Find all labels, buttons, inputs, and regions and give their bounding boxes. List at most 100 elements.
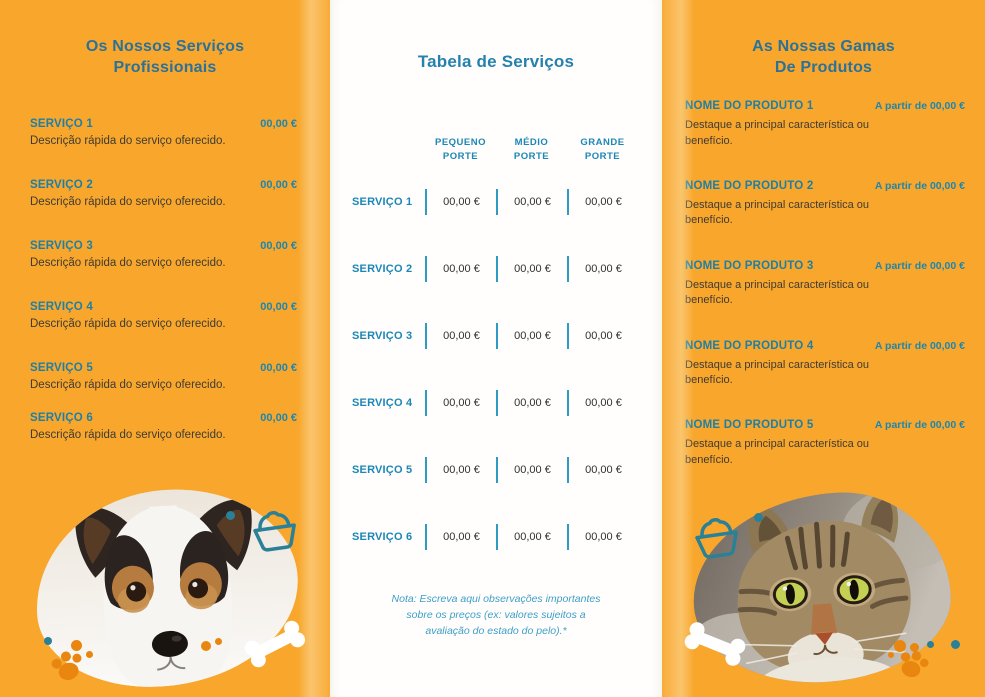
service-name: SERVIÇO 2 <box>30 179 93 192</box>
price-cell: 00,00 € <box>425 322 496 349</box>
product-name: NOME DO PRODUTO 4 <box>685 339 814 352</box>
price-cell: 00,00 € <box>496 523 567 550</box>
product-price: A partir de 00,00 € <box>874 100 965 113</box>
price-cell: 00,00 € <box>496 456 567 483</box>
row-label: SERVIÇO 1 <box>352 195 413 208</box>
services-list: SERVIÇO 1 00,00 € Descrição rápida do se… <box>30 118 297 441</box>
dot-accent <box>927 641 934 648</box>
service-price: 00,00 € <box>260 179 297 192</box>
price-cell: 00,00 € <box>496 389 567 416</box>
product-description: Destaque a principal característica ou b… <box>685 119 870 147</box>
dot-accent <box>86 651 93 658</box>
dot-accent <box>888 652 894 658</box>
table-row: SERVIÇO 5 00,00 € 00,00 € 00,00 € <box>352 456 638 483</box>
product-description: Destaque a principal característica ou b… <box>685 278 870 307</box>
table-header-row: PEQUENO PORTE MÉDIO PORTE GRANDE PORTE <box>352 136 638 165</box>
product-item: NOME DO PRODUTO 4 A partir de 00,00 € De… <box>685 340 965 389</box>
dot-accent <box>201 641 211 651</box>
service-description: Descrição rápida do serviço oferecido. <box>30 379 226 392</box>
service-price: 00,00 € <box>260 240 297 253</box>
table-row: SERVIÇO 6 00,00 € 00,00 € 00,00 € <box>352 523 638 550</box>
row-label: SERVIÇO 5 <box>352 463 413 476</box>
row-label: SERVIÇO 2 <box>352 262 413 275</box>
service-price: 00,00 € <box>260 301 297 314</box>
services-title: Os Nossos Serviços Profissionais <box>85 38 245 77</box>
price-cell: 00,00 € <box>496 322 567 349</box>
row-label: SERVIÇO 3 <box>352 329 413 342</box>
table-row: SERVIÇO 2 00,00 € 00,00 € 00,00 € <box>352 255 638 282</box>
dot-accent <box>951 640 960 649</box>
product-name: NOME DO PRODUTO 3 <box>685 259 814 272</box>
service-item: SERVIÇO 6 00,00 € Descrição rápida do se… <box>30 412 297 441</box>
price-cell: 00,00 € <box>425 456 496 483</box>
price-cell: 00,00 € <box>425 255 496 282</box>
column-header: MÉDIO PORTE <box>513 137 550 163</box>
price-cell: 00,00 € <box>567 255 638 282</box>
product-item: NOME DO PRODUTO 1 A partir de 00,00 € De… <box>685 100 965 149</box>
price-cell: 00,00 € <box>496 188 567 215</box>
service-item: SERVIÇO 1 00,00 € Descrição rápida do se… <box>30 118 297 147</box>
product-price: A partir de 00,00 € <box>874 339 965 352</box>
table-row: SERVIÇO 1 00,00 € 00,00 € 00,00 € <box>352 188 638 215</box>
dot-accent <box>754 513 763 522</box>
service-name: SERVIÇO 5 <box>30 362 93 375</box>
product-price: A partir de 00,00 € <box>874 259 965 272</box>
dot-accent <box>226 511 235 520</box>
dot-accent <box>910 643 919 652</box>
service-description: Descrição rápida do serviço oferecido. <box>30 196 226 209</box>
price-cell: 00,00 € <box>425 389 496 416</box>
service-description: Descrição rápida do serviço oferecido. <box>30 318 226 331</box>
table-row: SERVIÇO 3 00,00 € 00,00 € 00,00 € <box>352 322 638 349</box>
product-name: NOME DO PRODUTO 5 <box>685 419 814 432</box>
panel-price-table: Tabela de Serviços PEQUENO PORTE MÉDIO P… <box>330 0 662 697</box>
product-name: NOME DO PRODUTO 1 <box>685 100 814 113</box>
price-cell: 00,00 € <box>567 322 638 349</box>
pricing-note: Nota: Escreva aqui observações important… <box>391 592 601 638</box>
row-label: SERVIÇO 4 <box>352 396 413 409</box>
service-item: SERVIÇO 4 00,00 € Descrição rápida do se… <box>30 301 297 330</box>
price-cell: 00,00 € <box>425 188 496 215</box>
cat-photo <box>686 485 957 691</box>
dot-accent <box>894 640 906 652</box>
product-description: Destaque a principal característica ou b… <box>685 199 870 227</box>
product-description: Destaque a principal característica ou b… <box>685 438 870 466</box>
product-item: NOME DO PRODUTO 3 A partir de 00,00 € De… <box>685 260 965 309</box>
price-cell: 00,00 € <box>567 389 638 416</box>
services-price-table: PEQUENO PORTE MÉDIO PORTE GRANDE PORTE S… <box>352 136 638 550</box>
product-price: A partir de 00,00 € <box>874 419 965 432</box>
service-name: SERVIÇO 1 <box>30 118 93 131</box>
dot-accent <box>44 637 52 645</box>
product-item: NOME DO PRODUTO 2 A partir de 00,00 € De… <box>685 180 965 229</box>
price-cell: 00,00 € <box>567 456 638 483</box>
dog-photo <box>31 483 303 693</box>
panel-services: Os Nossos Serviços Profissionais SERVIÇO… <box>0 0 330 697</box>
service-description: Descrição rápida do serviço oferecido. <box>30 135 226 148</box>
service-name: SERVIÇO 6 <box>30 412 93 425</box>
dot-accent <box>215 638 222 645</box>
price-cell: 00,00 € <box>567 188 638 215</box>
service-price: 00,00 € <box>260 118 297 131</box>
table-title: Tabela de Serviços <box>417 52 575 71</box>
table-row: SERVIÇO 4 00,00 € 00,00 € 00,00 € <box>352 389 638 416</box>
service-price: 00,00 € <box>260 412 297 425</box>
price-cell: 00,00 € <box>496 255 567 282</box>
column-header: PEQUENO PORTE <box>434 137 486 163</box>
column-header: GRANDE PORTE <box>580 137 625 163</box>
row-label: SERVIÇO 6 <box>352 530 413 543</box>
dot-accent <box>71 640 82 651</box>
panel-products: As Nossas Gamas De Produtos NOME DO PROD… <box>662 0 985 697</box>
service-item: SERVIÇO 5 00,00 € Descrição rápida do se… <box>30 362 297 391</box>
price-cell: 00,00 € <box>425 523 496 550</box>
service-item: SERVIÇO 3 00,00 € Descrição rápida do se… <box>30 240 297 269</box>
products-title: As Nossas Gamas De Produtos <box>752 38 895 77</box>
product-price: A partir de 00,00 € <box>874 180 965 192</box>
service-name: SERVIÇO 4 <box>30 301 93 314</box>
service-description: Descrição rápida do serviço oferecido. <box>30 257 226 270</box>
product-description: Destaque a principal característica ou b… <box>685 358 870 386</box>
price-cell: 00,00 € <box>567 523 638 550</box>
service-name: SERVIÇO 3 <box>30 240 93 253</box>
service-description: Descrição rápida do serviço oferecido. <box>30 429 226 442</box>
product-item: NOME DO PRODUTO 5 A partir de 00,00 € De… <box>685 419 965 468</box>
product-name: NOME DO PRODUTO 2 <box>685 180 814 192</box>
